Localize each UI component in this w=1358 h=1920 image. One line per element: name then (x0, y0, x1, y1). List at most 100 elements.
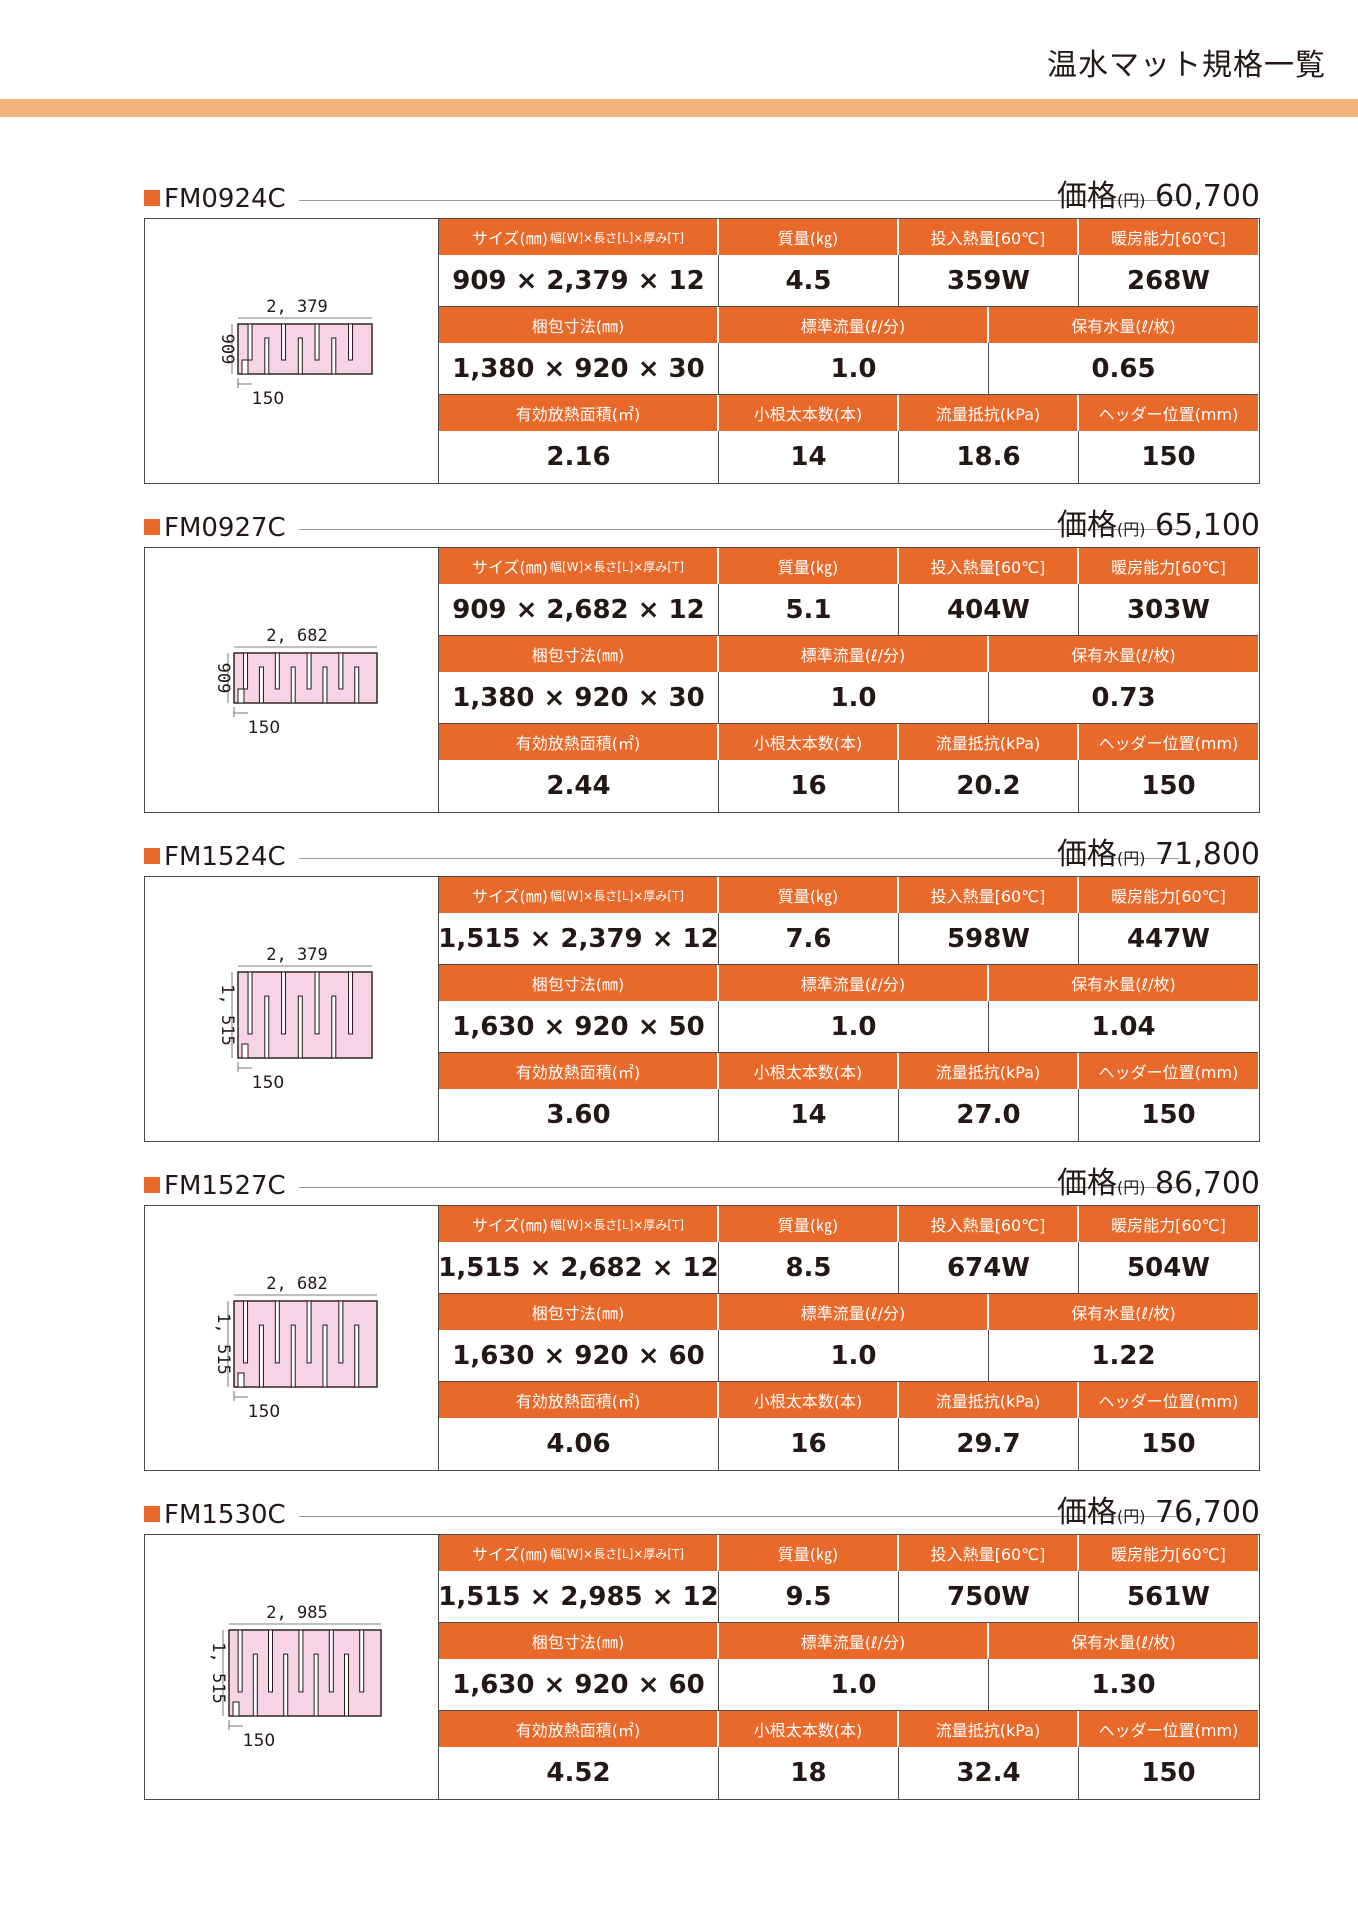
water-value: 0.73 (989, 672, 1258, 724)
size-value: 1,515 × 2,379 × 12 (438, 913, 719, 965)
mat-slot (348, 323, 354, 361)
price-label: 価格 (1056, 837, 1117, 872)
water-value: 1.22 (989, 1330, 1258, 1382)
water-header-text: 保有水量(ℓ/枚) (1071, 1304, 1176, 1323)
size-header: サイズ(㎜) 幅[W]×長さ[L]×厚み[T] (439, 877, 719, 913)
area-value-text: 4.52 (546, 1758, 611, 1788)
mat-diagram: 2, 379 909 150 (145, 219, 439, 483)
heat-input-value-text: 750W (947, 1581, 1030, 1612)
size-header: サイズ(㎜) 幅[W]×長さ[L]×厚み[T] (439, 1535, 719, 1571)
heating-capacity-header: 暖房能力[60℃] (1079, 219, 1258, 255)
price-value: 76,700 (1155, 1495, 1260, 1530)
product-price: 価格(円) 65,100 (1057, 510, 1260, 546)
header-rule (299, 200, 1179, 201)
header-dimension: 150 (252, 389, 284, 409)
flow-header: 標準流量(ℓ/分) (719, 965, 989, 1001)
water-header: 保有水量(ℓ/枚) (989, 307, 1258, 343)
branches-header-text: 小根太本数(本) (753, 1721, 863, 1740)
size-value: 909 × 2,379 × 12 (439, 255, 719, 307)
width-dimension: 1, 515 (208, 1642, 228, 1703)
heat-input-header-text: 投入熱量[60℃] (930, 887, 1046, 906)
mat-slot (281, 323, 287, 361)
size-value: 909 × 2,682 × 12 (439, 584, 719, 636)
flow-header: 標準流量(ℓ/分) (719, 1294, 989, 1330)
size-value-text: 1,515 × 2,379 × 12 (438, 923, 719, 954)
header-position-value: 150 (1079, 1089, 1258, 1141)
width-dimension: 1, 515 (213, 1313, 233, 1374)
product-spec-box: 2, 379 1, 515 150 サイズ(㎜) 幅[W]×長さ[L]×厚み[T] 質量(… (144, 876, 1260, 1142)
square-bullet-icon (144, 190, 160, 206)
water-header-text: 保有水量(ℓ/枚) (1071, 317, 1176, 336)
header-dimension: 150 (252, 1073, 284, 1093)
water-value-text: 1.04 (1091, 1011, 1156, 1042)
product-fm1527c: FM1527C 価格(円) 86,700 2, 682 1, 515 150 サイズ(㎜)… (144, 1168, 1260, 1490)
length-dimension: 2, 682 (266, 1274, 327, 1294)
mat-slot (314, 323, 320, 361)
branches-value: 14 (719, 431, 899, 483)
packing-header: 梱包寸法(㎜) (439, 636, 719, 672)
header-position-header: ヘッダー位置(mm) (1079, 395, 1258, 431)
flow-value-text: 1.0 (830, 1669, 877, 1700)
header-position-header-text: ヘッダー位置(mm) (1098, 1063, 1239, 1082)
packing-value: 1,630 × 920 × 50 (439, 1001, 719, 1053)
mat-slot (313, 1653, 319, 1717)
size-value-text: 1,515 × 2,985 × 12 (438, 1581, 719, 1612)
branches-value-text: 14 (790, 1100, 827, 1130)
flow-header-text: 標準流量(ℓ/分) (800, 1633, 906, 1652)
resistance-header: 流量抵抗(kPa) (899, 1382, 1079, 1418)
heating-capacity-header-text: 暖房能力[60℃] (1111, 558, 1226, 577)
price-label: 価格 (1056, 179, 1117, 214)
heating-capacity-value-text: 268W (1127, 265, 1210, 296)
resistance-header: 流量抵抗(kPa) (899, 395, 1079, 431)
flow-header-text: 標準流量(ℓ/分) (800, 1304, 906, 1323)
header-position-header: ヘッダー位置(mm) (1079, 1711, 1258, 1747)
header-position-value-text: 150 (1141, 771, 1196, 801)
branches-header-text: 小根太本数(本) (753, 1392, 863, 1411)
product-spec-box: 2, 985 1, 515 150 サイズ(㎜) 幅[W]×長さ[L]×厚み[T] 質量(… (144, 1534, 1260, 1800)
width-dimension: 1, 515 (217, 984, 237, 1045)
resistance-header-text: 流量抵抗(kPa) (935, 1063, 1041, 1082)
header-position-header-text: ヘッダー位置(mm) (1098, 1721, 1239, 1740)
mat-diagram: 2, 682 909 150 (145, 548, 439, 812)
packing-header-text: 梱包寸法(㎜) (531, 975, 625, 994)
branches-header: 小根太本数(本) (719, 724, 899, 760)
area-header: 有効放熱面積(㎡) (439, 1711, 719, 1747)
packing-header: 梱包寸法(㎜) (439, 307, 719, 343)
mat-slot (344, 1653, 350, 1717)
mass-header-text: 質量(㎏) (777, 1545, 839, 1564)
spec-table: サイズ(㎜) 幅[W]×長さ[L]×厚み[T] 質量(㎏) 投入熱量[60℃] 暖房能力… (438, 1206, 1258, 1470)
heating-capacity-value: 303W (1079, 584, 1258, 636)
area-header: 有効放熱面積(㎡) (439, 1382, 719, 1418)
square-bullet-icon (144, 519, 160, 535)
water-value: 1.30 (989, 1659, 1258, 1711)
packing-value-text: 1,380 × 920 × 30 (452, 353, 705, 384)
resistance-header: 流量抵抗(kPa) (899, 724, 1079, 760)
price-label: 価格 (1056, 1495, 1117, 1530)
header-position-value-text: 150 (1141, 442, 1196, 472)
mass-header-text: 質量(㎏) (777, 229, 839, 248)
mat-slot (322, 1324, 328, 1388)
flow-header-text: 標準流量(ℓ/分) (800, 646, 906, 665)
mat-slot (338, 1300, 344, 1364)
mass-value-text: 7.6 (785, 923, 832, 954)
resistance-header: 流量抵抗(kPa) (899, 1053, 1079, 1089)
mat-slot (281, 971, 287, 1035)
mat-diagram: 2, 985 1, 515 150 (145, 1535, 439, 1799)
flow-header: 標準流量(ℓ/分) (719, 636, 989, 672)
packing-value: 1,380 × 920 × 30 (439, 343, 719, 395)
product-code-text: FM0927C (164, 513, 286, 543)
branches-header: 小根太本数(本) (719, 1711, 899, 1747)
branches-value: 18 (719, 1747, 899, 1799)
header-marker (241, 359, 249, 375)
size-header-text: サイズ(㎜) (471, 1216, 548, 1235)
heat-input-value-text: 674W (947, 1252, 1030, 1283)
size-header-subtext: 幅[W]×長さ[L]×厚み[T] (549, 559, 685, 574)
header-position-header-text: ヘッダー位置(mm) (1098, 1392, 1239, 1411)
flow-value: 1.0 (719, 1330, 989, 1382)
flow-header-text: 標準流量(ℓ/分) (800, 975, 906, 994)
product-code: FM1530C (144, 1501, 286, 1529)
mass-value-text: 9.5 (785, 1581, 832, 1612)
resistance-value-text: 18.6 (956, 442, 1021, 472)
page-title: 温水マット規格一覧 (1047, 48, 1326, 83)
header-position-value-text: 150 (1141, 1429, 1196, 1459)
